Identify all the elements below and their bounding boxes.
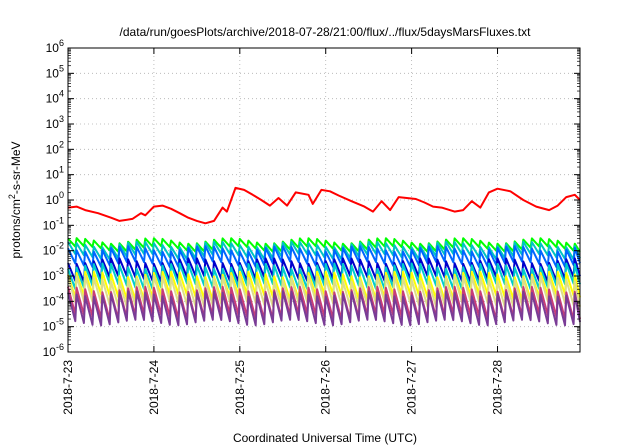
- y-tick-label: 10-5: [43, 317, 64, 334]
- y-tick-label: 10-1: [43, 215, 64, 232]
- y-tick-label: 100: [46, 190, 64, 207]
- x-tick-label: 2018-7-25: [233, 360, 247, 415]
- x-tick-label: 2018-7-26: [319, 360, 333, 415]
- x-tick-label: 2018-7-23: [61, 360, 75, 415]
- y-tick-label: 106: [46, 38, 64, 55]
- axis-ticks: [67, 47, 580, 353]
- y-tick-labels: 10-6 10-5 10-4 10-3 10-2 10-1 100 101 102 103 104 1…: [43, 38, 64, 359]
- x-tick-label: 2018-7-24: [147, 360, 161, 415]
- y-axis-label: protons/cm2-s-sr-MeV: [7, 141, 23, 258]
- y-tick-label: 10-2: [43, 241, 64, 258]
- y-tick-label: 103: [46, 114, 64, 131]
- series-layer: [67, 186, 581, 327]
- y-tick-label: 101: [46, 165, 64, 182]
- series-line-1: [67, 186, 581, 225]
- x-tick-label: 2018-7-27: [405, 360, 419, 415]
- x-axis-label: Coordinated Universal Time (UTC): [233, 431, 417, 445]
- y-tick-label: 10-3: [43, 266, 64, 283]
- series-line-10: [67, 290, 581, 327]
- chart-title: /data/run/goesPlots/archive/2018-07-28/2…: [120, 25, 532, 39]
- y-tick-label: 104: [46, 89, 64, 106]
- y-tick-label: 10-6: [43, 342, 64, 359]
- x-tick-labels: 2018-7-23 2018-7-24 2018-7-25 2018-7-26 2018…: [61, 360, 505, 415]
- y-tick-label: 10-4: [43, 291, 64, 308]
- y-tick-label: 102: [46, 139, 64, 156]
- y-tick-label: 105: [46, 63, 64, 80]
- x-tick-label: 2018-7-28: [491, 360, 505, 415]
